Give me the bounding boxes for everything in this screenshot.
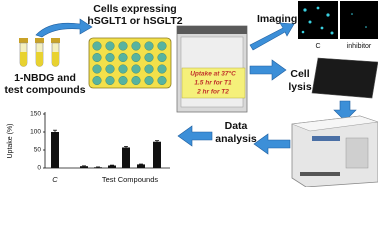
well bbox=[131, 41, 141, 51]
x-tick-label: C bbox=[52, 175, 58, 184]
incubator-label: 2 hr for T2 bbox=[196, 89, 229, 96]
y-tick-label: 0 bbox=[37, 165, 41, 172]
well bbox=[92, 53, 102, 63]
well bbox=[144, 53, 154, 63]
bar bbox=[153, 141, 161, 168]
arrow bbox=[177, 125, 213, 147]
step-data-analysis: Data bbox=[225, 120, 248, 132]
y-tick-label: 150 bbox=[30, 111, 41, 118]
well bbox=[157, 64, 167, 74]
bar bbox=[122, 147, 130, 168]
y-axis-label: Uptake (%) bbox=[7, 123, 14, 158]
well bbox=[118, 53, 128, 63]
arrow bbox=[253, 133, 291, 155]
bar bbox=[80, 166, 88, 168]
bar bbox=[108, 165, 116, 168]
arrow bbox=[249, 59, 287, 81]
well bbox=[144, 64, 154, 74]
incubator-label: Uptake at 37°C bbox=[190, 70, 236, 78]
y-tick-label: 50 bbox=[34, 147, 42, 154]
well bbox=[131, 64, 141, 74]
well bbox=[157, 53, 167, 63]
bar-chart: Uptake (%) Test Compounds 0 50 100 150 C bbox=[7, 111, 170, 184]
arrow bbox=[249, 22, 295, 51]
well bbox=[105, 64, 115, 74]
well bbox=[157, 41, 167, 51]
well-plate bbox=[88, 37, 172, 89]
step-imaging: Imaging bbox=[257, 13, 297, 25]
cells-label: Cells expressing bbox=[93, 3, 176, 15]
well bbox=[105, 75, 115, 85]
bar bbox=[137, 164, 145, 168]
arrow bbox=[35, 18, 93, 38]
step-cell-lysis: Cell bbox=[290, 68, 309, 80]
test-tubes bbox=[19, 38, 60, 67]
y-tick-label: 100 bbox=[30, 129, 41, 136]
step-cell-lysis: lysis bbox=[288, 81, 312, 93]
incubator-label: 1.5 hr for T1 bbox=[194, 80, 232, 87]
fluorescence-images bbox=[298, 1, 378, 39]
well bbox=[157, 75, 167, 85]
well bbox=[118, 64, 128, 74]
incubator bbox=[176, 25, 248, 113]
x-group-label: Test Compounds bbox=[102, 175, 159, 184]
well bbox=[131, 53, 141, 63]
well bbox=[131, 75, 141, 85]
compounds-label: test compounds bbox=[4, 84, 85, 96]
well bbox=[92, 75, 102, 85]
image-label: C bbox=[315, 43, 320, 50]
diagram: 1-NBDG and test compounds Cells expressi… bbox=[4, 1, 378, 188]
cells-label: hSGLT1 or hSGLT2 bbox=[87, 15, 182, 27]
well bbox=[144, 75, 154, 85]
compounds-label: 1-NBDG and bbox=[14, 72, 76, 84]
well bbox=[118, 75, 128, 85]
arrow bbox=[333, 100, 357, 122]
well bbox=[105, 41, 115, 51]
plate-reader bbox=[291, 115, 378, 188]
well bbox=[92, 41, 102, 51]
bar bbox=[51, 132, 59, 168]
image-label: inhibitor bbox=[347, 43, 372, 50]
well bbox=[105, 53, 115, 63]
well bbox=[144, 41, 154, 51]
lysis-plate bbox=[311, 57, 378, 99]
well bbox=[92, 64, 102, 74]
step-data-analysis: analysis bbox=[215, 133, 257, 145]
well bbox=[118, 41, 128, 51]
